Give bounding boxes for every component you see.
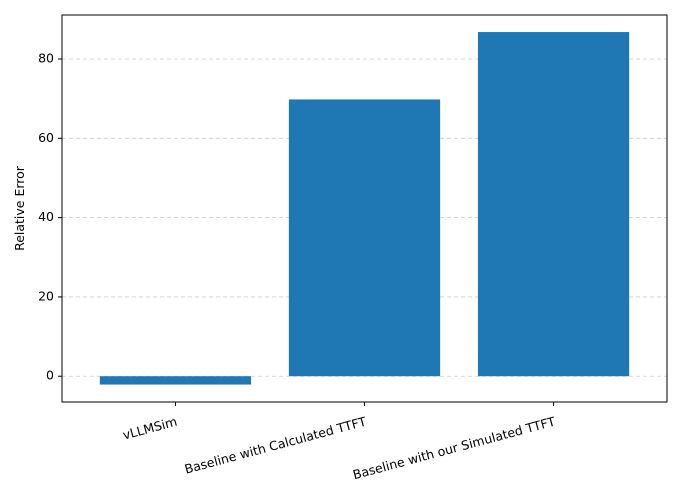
y-tick-label: 80 <box>38 51 54 66</box>
x-tick-label: Baseline with Calculated TTFT <box>183 414 368 477</box>
bar <box>288 99 441 377</box>
x-tick-label: vLLMSim <box>121 414 179 443</box>
bar <box>477 32 630 377</box>
y-tick-label: 40 <box>38 209 54 224</box>
y-axis-label: Relative Error <box>12 165 27 251</box>
y-tick-label: 20 <box>38 288 54 303</box>
bar <box>99 376 252 385</box>
x-axis-ticks: vLLMSim Baseline with Calculated TTFTBase… <box>121 402 557 482</box>
y-axis-ticks: 0 20 40 60 80 <box>38 51 62 383</box>
y-tick-label: 60 <box>38 130 54 145</box>
bars <box>99 32 630 385</box>
x-tick-label: Baseline with our Simulated TTFT <box>351 414 557 483</box>
y-tick-label: 0 <box>46 368 54 383</box>
